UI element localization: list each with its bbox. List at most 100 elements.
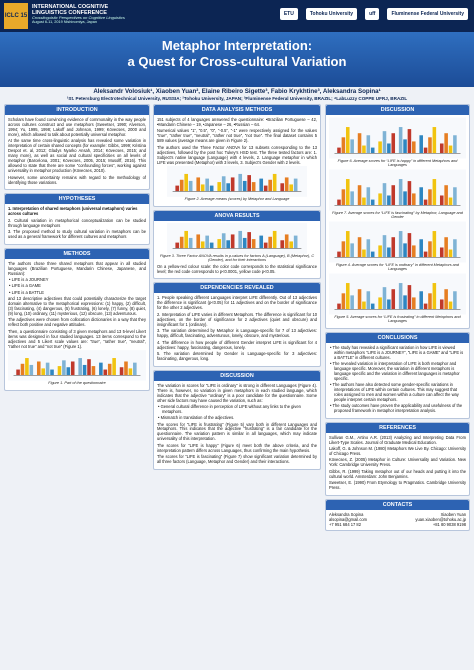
logo: Tohoku University bbox=[305, 8, 358, 20]
bullet-item: • General cultural difference in percept… bbox=[158, 404, 301, 415]
column: DATA ANALYSIS METHODS 151 subjects of 4 l… bbox=[153, 104, 321, 666]
figure-graphic bbox=[167, 166, 307, 198]
section: ANOVA RESULTS Figure 3. Three Factor ANOV… bbox=[153, 210, 321, 280]
figure-caption: Figure 5. Average scores for “LIFE is fr… bbox=[334, 315, 461, 323]
bullet-item: • The revealed variation in interpretati… bbox=[330, 361, 460, 382]
contact-text: yuan.xiaoben@tohoku.ac.jp bbox=[415, 517, 466, 522]
figure-graphic bbox=[329, 273, 466, 315]
paragraph: At the same time cross-linguistic analys… bbox=[8, 138, 146, 174]
section-heading: CONTACTS bbox=[326, 499, 469, 510]
section: REFERENCES Sullivan G.M., Artino A.R. (20… bbox=[325, 421, 470, 496]
header: ICLC 15 INTERNATIONAL COGNITIVE LINGUIST… bbox=[0, 0, 474, 32]
bullet-item: • LIFE is a JOURNEY bbox=[9, 277, 49, 283]
figure-caption: Figure 3. Three Factor ANOVA results in … bbox=[159, 253, 315, 262]
paragraph-bold: 1. Interpretation of shared metaphors (u… bbox=[8, 206, 138, 217]
section: DISCUSSION The variation in scores for “L… bbox=[153, 369, 321, 470]
conference-name: LINGUISTICS CONFERENCE bbox=[32, 10, 107, 17]
figure: Figure 3. Three Factor ANOVA results in … bbox=[157, 223, 317, 262]
conference: INTERNATIONAL COGNITIVE LINGUISTICS CONF… bbox=[32, 4, 125, 25]
title: a Quest for Cross-cultural Variation bbox=[127, 54, 347, 69]
paragraph: Kövecses, Z. (2005) Metaphor in Culture:… bbox=[329, 457, 466, 468]
section: CONTACTS Aleksandra Sopina Xiaoben Yuan als… bbox=[325, 498, 470, 532]
contact-text: +7 951 684 17 82 bbox=[329, 522, 361, 528]
section-heading: METHODS bbox=[5, 248, 149, 259]
contact-row: alsopina@gmail.com yuan.xiaoben@tohoku.ac… bbox=[329, 517, 466, 522]
section-heading: DATA ANALYSIS METHODS bbox=[154, 105, 320, 115]
bullet-item: • Mismatch in translation of the adjecti… bbox=[158, 415, 235, 421]
bullet-item: • The study outcomes have proven the app… bbox=[330, 403, 463, 414]
paragraph: The variation in scores for “LIFE is ord… bbox=[157, 382, 317, 403]
figure: Figure 6. Average scores for “LIFE is ha… bbox=[329, 117, 466, 167]
figure: Figure 7. Average scores for “LIFE is fa… bbox=[329, 169, 466, 219]
bullet-item: • LIFE is a GAME bbox=[9, 283, 41, 289]
figure: Figure 5. Average scores for “LIFE is fr… bbox=[329, 273, 466, 323]
contact-text: Xiaoben Yuan bbox=[440, 511, 466, 517]
figure: Figure 2. Average means (scores) by Meta… bbox=[157, 166, 317, 201]
conference-name: INTERNATIONAL COGNITIVE bbox=[32, 4, 109, 10]
conference-dates: August 6-11, 2019 Nishinomiya, Japan bbox=[32, 20, 97, 25]
section-heading: ANOVA RESULTS bbox=[154, 211, 320, 222]
authors: Aleksandr Volosiuk¹, Xiaoben Yuan², Elai… bbox=[93, 88, 381, 95]
figure-caption: Figure 7. Average scores for “LIFE is fa… bbox=[332, 211, 463, 219]
bullet-item: • The authors have also detected some ge… bbox=[330, 382, 459, 403]
paragraph: Scholars have found convincing evidence … bbox=[8, 117, 146, 137]
paragraph: The scores for “LIFE is fascinating” (Fi… bbox=[157, 454, 317, 465]
paragraph: 3. The variation determined by Metaphor … bbox=[157, 328, 317, 339]
paragraph: The adjectives were chosen from collocat… bbox=[8, 317, 146, 328]
section-heading: HYPOTHESES bbox=[5, 194, 149, 205]
figure: Figure 1. Part of the questionnaire bbox=[8, 350, 146, 385]
affiliations: ¹St. Petersburg Electrotechnical Univers… bbox=[66, 96, 408, 101]
paragraph: Numerical values “1”, “0.5”, “0”, “-0.5”… bbox=[157, 128, 317, 144]
title: Metaphor Interpretation: bbox=[161, 38, 313, 53]
paragraph: The authors used the Three Factor ANOVA … bbox=[157, 144, 317, 165]
section-heading: DEPENDENCIES REVEALED bbox=[154, 283, 320, 294]
contact-text: +81 80 9038 9198 bbox=[432, 522, 466, 528]
paragraph: The scores for “LIFE is happy” (Figure 6… bbox=[157, 442, 317, 453]
section-heading: INTRODUCTION bbox=[5, 105, 149, 115]
figure-caption: Figure 1. Part of the questionnaire bbox=[48, 380, 106, 385]
figure-caption: Figure 6. Average scores for “LIFE is ha… bbox=[337, 159, 458, 167]
paragraph: Then, a questionnaire consisting of 3 gi… bbox=[8, 328, 146, 349]
paragraph: and 13 descriptive adjectives that could… bbox=[8, 295, 146, 316]
paragraph: The authors chose three shared metaphors… bbox=[8, 260, 146, 276]
section-heading: REFERENCES bbox=[326, 422, 469, 433]
figure-graphic bbox=[329, 117, 466, 159]
paragraph: 5. The variation determined by Gender is… bbox=[157, 351, 317, 362]
logos: ETU Tohoku University uff Fluminense Federa… bbox=[279, 8, 468, 20]
figure-graphic bbox=[8, 350, 146, 381]
paragraph: 1. People speaking different Languages i… bbox=[157, 295, 317, 311]
paragraph: On a yellow-red colour scale: the color … bbox=[157, 263, 317, 274]
contact-text: Aleksandra Sopina bbox=[329, 511, 364, 517]
section-heading: DISCUSSION bbox=[326, 105, 469, 115]
paragraph: Sullivan G.M., Artino A.R. (2013) Analyz… bbox=[329, 434, 466, 445]
logo: Fluminense Federal University bbox=[387, 8, 468, 20]
paragraph: Sweetser, E. (1990) From Etymology to Pr… bbox=[329, 480, 466, 491]
bullet-item: • The study has revealed a significant v… bbox=[330, 345, 464, 360]
paragraph: 2. Interpretation of LIFE varies in diff… bbox=[157, 311, 317, 327]
column: INTRODUCTION Scholars have found convinci… bbox=[4, 104, 150, 666]
figure-caption: Figure 2. Average means (scores) by Meta… bbox=[184, 197, 290, 202]
section: CONCLUSIONS • The study has revealed a si… bbox=[325, 332, 470, 419]
contact-row: Aleksandra Sopina Xiaoben Yuan bbox=[329, 512, 466, 517]
section-heading: CONCLUSIONS bbox=[326, 333, 469, 343]
figure: Figure 4. Average scores for “LIFE is or… bbox=[329, 221, 466, 271]
paragraph: 151 subjects of 4 languages answered the… bbox=[157, 117, 317, 127]
column: DISCUSSION Figure 6. Average scores for “… bbox=[325, 104, 470, 666]
contact-text: alsopina@gmail.com bbox=[329, 517, 368, 522]
paragraph: The scores for “LIFE is frustrating” (Fi… bbox=[157, 421, 317, 442]
title-band: Metaphor Interpretation: a Quest for Cro… bbox=[0, 32, 474, 87]
contact-row: +7 951 684 17 82 +81 80 9038 9198 bbox=[329, 522, 466, 527]
paragraph: 3. The proposed method to study cultural… bbox=[8, 229, 146, 240]
section: DISCUSSION Figure 6. Average scores for “… bbox=[325, 104, 470, 329]
conference-logo: ICLC 15 bbox=[4, 3, 28, 29]
paragraph: Gibbs, R. (1999) Taking metaphor out of … bbox=[329, 468, 466, 479]
paragraph: 2. Cultural variation in metaphorical co… bbox=[8, 217, 146, 228]
figure-graphic bbox=[329, 221, 466, 263]
section: HYPOTHESES 1. Interpretation of shared me… bbox=[4, 193, 150, 245]
figure-caption: Figure 4. Average scores for “LIFE is or… bbox=[335, 263, 460, 271]
logo: uff bbox=[365, 8, 380, 20]
figure-graphic bbox=[167, 223, 307, 254]
paragraph: Lakoff, G. & Johnson M. (1980) Metaphors… bbox=[329, 446, 466, 456]
logo: ETU bbox=[279, 8, 298, 20]
